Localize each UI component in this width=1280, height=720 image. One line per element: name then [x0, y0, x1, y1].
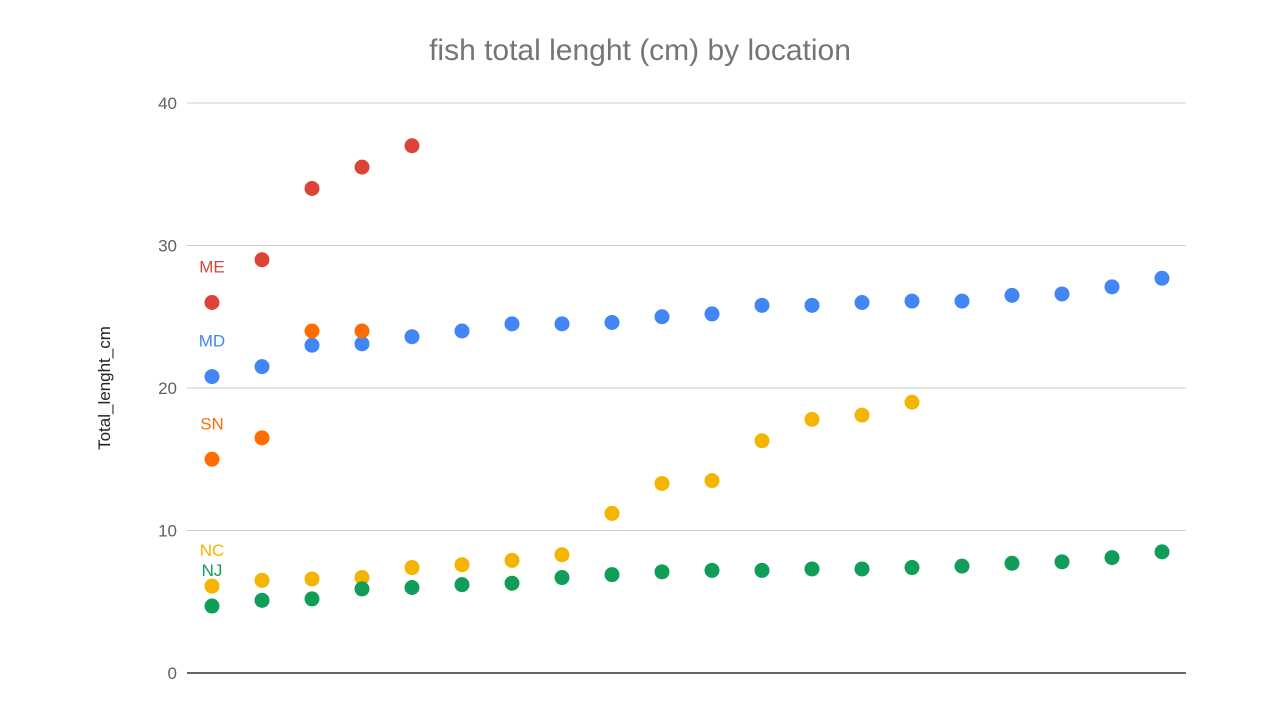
data-points — [204, 138, 1170, 614]
data-point-md — [1054, 286, 1070, 302]
data-point-md — [854, 295, 870, 310]
series-md — [204, 270, 1170, 385]
data-point-md — [304, 337, 320, 353]
y-tick-label: 20 — [158, 379, 177, 398]
data-point-nj — [204, 598, 220, 614]
data-point-nj — [604, 567, 620, 583]
data-point-nj — [454, 577, 470, 593]
series-nc — [204, 394, 920, 594]
data-point-nc — [654, 475, 670, 491]
data-point-md — [554, 316, 570, 332]
data-point-md — [354, 336, 370, 352]
data-point-nj — [304, 591, 320, 607]
data-point-md — [404, 329, 420, 345]
series-label-md: MD — [199, 332, 225, 351]
data-point-nc — [804, 411, 820, 427]
data-point-nc — [604, 505, 620, 521]
data-point-me — [304, 181, 320, 196]
data-point-nc — [354, 570, 370, 586]
data-point-nj — [1104, 550, 1120, 566]
data-point-nj — [954, 558, 970, 574]
data-point-nj — [854, 561, 870, 577]
series-me — [204, 138, 420, 310]
data-point-md — [1004, 287, 1020, 303]
data-point-md — [754, 297, 770, 313]
data-point-nc — [754, 433, 770, 449]
y-tick-label: 40 — [158, 94, 177, 113]
data-point-nj — [554, 570, 570, 586]
series-sn — [204, 323, 370, 467]
data-point-nc — [454, 557, 470, 573]
series-label-me: ME — [199, 258, 225, 277]
data-point-me — [254, 252, 270, 268]
data-point-me — [204, 295, 220, 310]
data-point-nc — [704, 473, 720, 489]
data-point-nc — [404, 560, 420, 576]
data-point-nj — [1154, 544, 1170, 560]
data-point-nj — [904, 560, 920, 576]
series-nj — [204, 544, 1170, 614]
data-point-md — [254, 359, 270, 375]
data-point-nj — [504, 575, 520, 591]
data-point-nj — [704, 562, 720, 578]
data-point-nj — [804, 561, 820, 577]
data-point-md — [454, 323, 470, 339]
data-point-nj — [1004, 555, 1020, 571]
series-label-sn: SN — [200, 414, 224, 433]
data-point-nj — [354, 581, 370, 597]
data-point-nj — [754, 562, 770, 578]
data-point-md — [704, 306, 720, 322]
gridlines — [187, 102, 1186, 674]
chart-title: fish total lenght (cm) by location — [429, 34, 851, 67]
data-point-nc — [254, 572, 270, 588]
y-tick-label: 10 — [158, 522, 177, 541]
data-point-md — [1154, 270, 1170, 286]
series-label-nc: NC — [200, 541, 225, 560]
data-point-md — [804, 297, 820, 313]
y-tick-label: 0 — [168, 664, 177, 683]
data-point-md — [204, 369, 220, 385]
data-point-md — [604, 314, 620, 330]
data-point-sn — [254, 430, 270, 446]
data-point-me — [404, 138, 420, 154]
data-point-nc — [854, 407, 870, 423]
data-point-md — [654, 309, 670, 325]
y-axis-ticks: 0 10 20 30 40 — [158, 94, 177, 683]
data-point-me — [354, 159, 370, 175]
data-point-md — [954, 293, 970, 309]
data-point-nj — [254, 592, 270, 608]
data-point-nj — [654, 564, 670, 580]
y-axis-title: Total_lenght_cm — [95, 326, 114, 450]
data-point-md — [1104, 279, 1120, 295]
data-point-nj — [404, 580, 420, 595]
data-point-nc — [204, 578, 220, 594]
data-point-nc — [904, 394, 920, 410]
data-point-nc — [304, 571, 320, 587]
data-point-nc — [504, 552, 520, 568]
data-point-md — [904, 293, 920, 309]
y-tick-label: 30 — [158, 237, 177, 256]
data-point-nc — [554, 547, 570, 563]
series-label-nj: NJ — [202, 561, 223, 580]
data-point-sn — [354, 323, 370, 339]
data-point-md — [504, 316, 520, 332]
data-point-nj — [1054, 554, 1070, 570]
data-point-sn — [204, 451, 220, 467]
data-point-sn — [304, 323, 320, 339]
